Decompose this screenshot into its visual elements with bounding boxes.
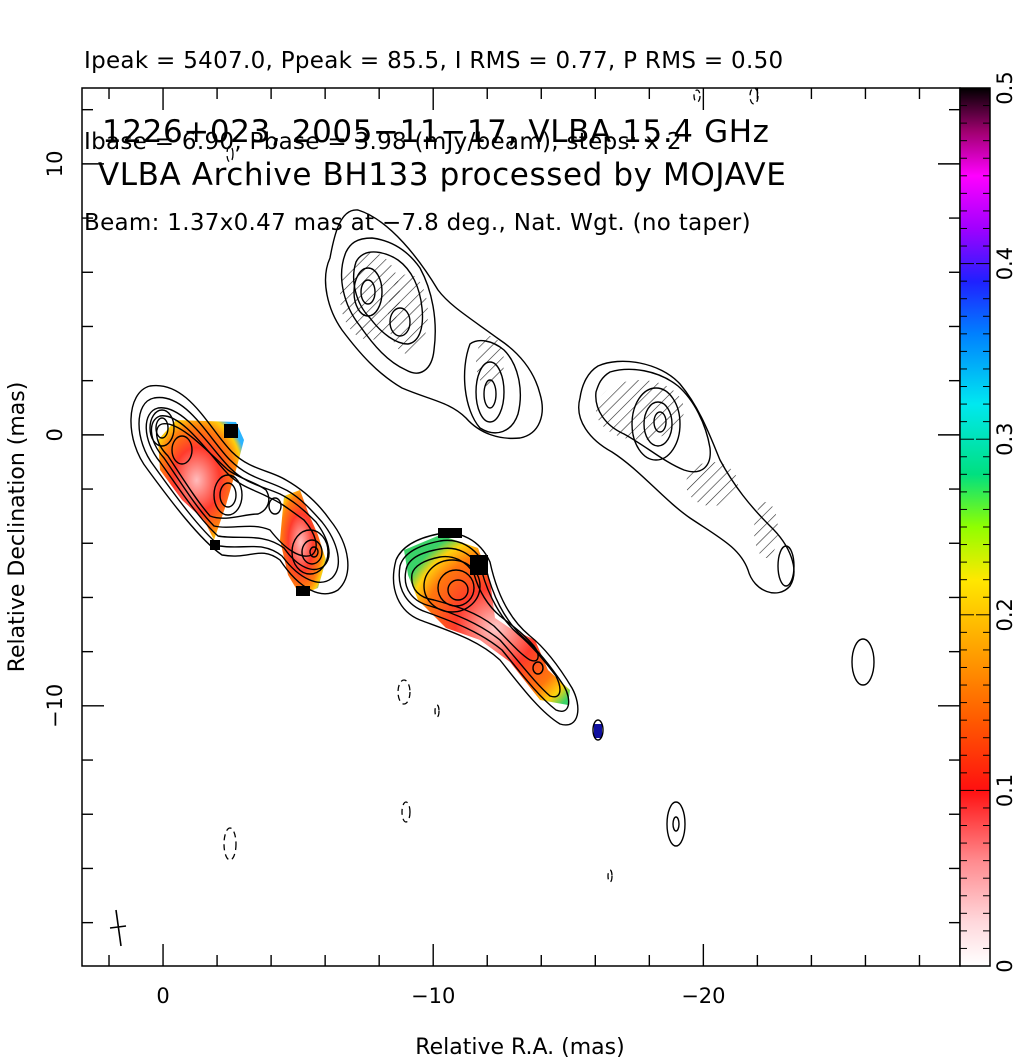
header-line-2: Ibase = 6.90, Pbase = 3.98 (mJy/beam), s… bbox=[84, 129, 682, 155]
contour bbox=[301, 539, 323, 565]
colorbar-tick-label: 0.1 bbox=[993, 774, 1017, 807]
contour bbox=[213, 474, 243, 516]
colorbar-tick-label: 0.2 bbox=[993, 598, 1017, 631]
y-tick-label: 10 bbox=[43, 151, 67, 178]
contour bbox=[578, 360, 795, 594]
contour bbox=[149, 409, 175, 447]
axis-ticks: 0 −10 −20 10 0 −10 0 0.1 0.2 0.3 0.4 0.5 bbox=[43, 71, 1017, 1008]
pol-edge-dark-2 bbox=[210, 540, 220, 550]
colorbar-tick-label: 0.5 bbox=[993, 71, 1017, 104]
hatch-region bbox=[476, 336, 504, 388]
x-axis-label: Relative R.A. (mas) bbox=[415, 1035, 624, 1060]
hatch-region bbox=[754, 502, 778, 558]
negative-contours bbox=[223, 87, 759, 883]
contour bbox=[130, 384, 349, 595]
colorbar-tick-label: 0.4 bbox=[993, 247, 1017, 280]
chart-title: 1226+023, 2005−11−17, VLBA 15.4 GHz bbox=[102, 114, 769, 150]
header-text: Ipeak = 5407.0, Ppeak = 85.5, I RMS = 0.… bbox=[84, 0, 783, 264]
pol-region-core bbox=[158, 420, 244, 540]
contour bbox=[392, 532, 579, 726]
contour bbox=[404, 547, 561, 698]
negative-contour bbox=[693, 89, 701, 103]
hatched-regions bbox=[340, 252, 778, 558]
contour bbox=[672, 816, 680, 832]
contour bbox=[291, 529, 329, 575]
contour bbox=[423, 559, 481, 613]
pol-edge-dark-6 bbox=[594, 724, 602, 738]
contour bbox=[150, 415, 317, 557]
contour bbox=[532, 661, 544, 675]
header-line-1: Ipeak = 5407.0, Ppeak = 85.5, I RMS = 0.… bbox=[84, 48, 784, 74]
negative-contour bbox=[434, 704, 440, 718]
y-tick-label: 0 bbox=[43, 428, 67, 441]
hatch-region bbox=[340, 252, 400, 340]
hatch-region bbox=[686, 462, 738, 506]
contour bbox=[171, 435, 193, 465]
contour bbox=[138, 396, 339, 583]
contour bbox=[592, 719, 604, 741]
negative-contour bbox=[223, 827, 237, 861]
y-tick-label: −10 bbox=[43, 684, 67, 728]
colorbar-tick-label: 0 bbox=[993, 959, 1017, 972]
pol-region-middle bbox=[404, 535, 570, 705]
contour bbox=[447, 579, 469, 601]
x-tick-label: 0 bbox=[156, 984, 169, 1008]
colorbar-tick-label: 0.3 bbox=[993, 422, 1017, 455]
beam-marker bbox=[109, 909, 127, 947]
hatch-region bbox=[388, 274, 428, 354]
x-tick-label: −20 bbox=[681, 984, 725, 1008]
contour bbox=[155, 417, 169, 439]
chart-subtitle: VLBA Archive BH133 processed by MOJAVE bbox=[98, 157, 786, 193]
contour bbox=[268, 497, 282, 515]
negative-contour bbox=[401, 801, 411, 823]
x-tick-label: −10 bbox=[411, 984, 455, 1008]
contour bbox=[437, 569, 475, 607]
hatch-region bbox=[596, 380, 684, 440]
y-axis-label: Relative Declination (mas) bbox=[5, 382, 30, 673]
pol-edge-dark-5 bbox=[296, 586, 310, 596]
negative-contour bbox=[607, 869, 613, 883]
contour bbox=[398, 539, 570, 712]
contour bbox=[155, 423, 270, 519]
pol-region-knot bbox=[280, 490, 326, 595]
contour bbox=[324, 209, 543, 440]
contour bbox=[777, 545, 795, 587]
contour bbox=[309, 546, 319, 558]
pol-edge-dark-1 bbox=[224, 424, 238, 438]
contour bbox=[666, 801, 686, 847]
contour bbox=[219, 482, 237, 508]
negative-contour bbox=[226, 145, 234, 163]
header-line-3: Beam: 1.37x0.47 mas at −7.8 deg., Nat. W… bbox=[84, 210, 751, 236]
contour bbox=[851, 638, 875, 686]
negative-contour bbox=[397, 679, 411, 705]
polarization-colour-map bbox=[158, 420, 602, 738]
